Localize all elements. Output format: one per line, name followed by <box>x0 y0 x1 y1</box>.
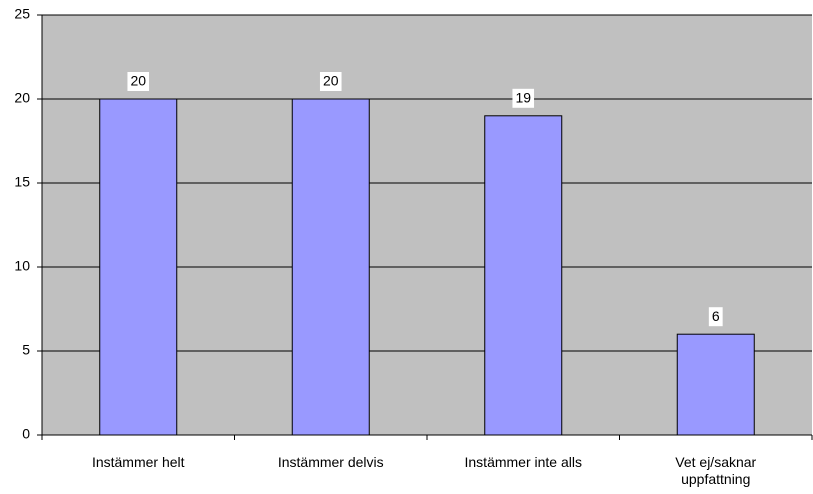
bar <box>484 115 563 436</box>
x-tick-label: Vet ej/saknar uppfattning <box>675 454 757 487</box>
bar <box>99 98 178 436</box>
x-tick-label: Instämmer inte alls <box>464 454 582 470</box>
data-label: 20 <box>323 73 339 89</box>
data-label-bg <box>127 72 150 91</box>
data-label-bg <box>512 88 535 108</box>
data-label-bg <box>319 72 342 91</box>
data-label-bg <box>708 307 723 327</box>
data-label: 20 <box>130 73 146 89</box>
y-tick-label: 20 <box>14 90 30 106</box>
data-label: 19 <box>515 90 531 106</box>
y-tick-label: 5 <box>22 342 30 358</box>
x-tick-label: Instämmer delvis <box>277 454 384 470</box>
y-tick-label: 0 <box>22 426 30 442</box>
bar <box>291 98 370 436</box>
y-tick-label: 15 <box>14 174 30 190</box>
y-tick-label: 10 <box>14 258 30 274</box>
y-tick-label: 25 <box>14 6 30 22</box>
data-label: 6 <box>712 308 720 324</box>
x-tick-label: Instämmer helt <box>91 454 185 470</box>
bar <box>676 333 755 436</box>
